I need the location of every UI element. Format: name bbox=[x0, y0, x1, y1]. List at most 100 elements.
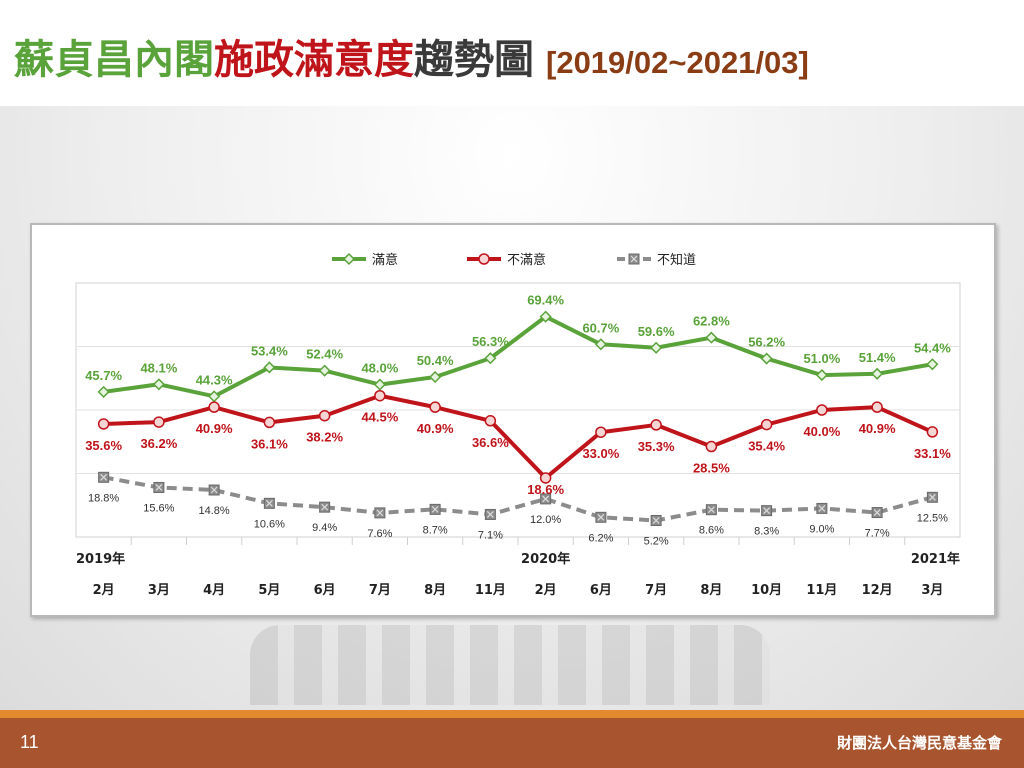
point-s3-12-x2 bbox=[707, 506, 715, 514]
data-label-s1-7: 50.4% bbox=[417, 353, 454, 368]
data-label-s3-15: 7.7% bbox=[865, 528, 890, 540]
point-s3-5-x2 bbox=[321, 503, 329, 511]
data-label-s1-4: 53.4% bbox=[251, 343, 288, 358]
title-cabinet: 蘇貞昌內閣 bbox=[14, 37, 214, 83]
data-label-s3-7: 8.7% bbox=[423, 524, 448, 536]
data-label-s2-2: 36.2% bbox=[140, 436, 177, 451]
legend-label-1: 滿意 bbox=[372, 252, 398, 268]
year-label-2019年: 2019年 bbox=[76, 551, 125, 567]
point-s2-2 bbox=[153, 416, 165, 428]
point-s3-14-x2 bbox=[818, 505, 826, 512]
x-tick-label-11: 7月 bbox=[645, 583, 667, 598]
point-s1-4 bbox=[263, 361, 276, 374]
legend-label-2: 不滿意 bbox=[507, 252, 546, 268]
point-s2-10 bbox=[595, 426, 607, 438]
data-label-s3-13: 8.3% bbox=[754, 526, 779, 538]
point-s3-15-x2 bbox=[873, 509, 881, 516]
point-s2-11 bbox=[650, 419, 662, 431]
data-label-s2-6: 44.5% bbox=[361, 410, 398, 425]
data-label-s2-9: 18.6% bbox=[527, 482, 564, 497]
x-tick-label-4: 5月 bbox=[258, 583, 280, 598]
series-line-1 bbox=[103, 314, 933, 399]
slide-title: 蘇貞昌內閣施政滿意度趨勢圖 [2019/02~2021/03] bbox=[14, 30, 809, 90]
point-s1-8 bbox=[484, 352, 497, 365]
data-label-s3-16: 12.5% bbox=[917, 512, 948, 524]
data-label-s2-13: 35.4% bbox=[748, 439, 785, 454]
data-label-s2-16: 33.1% bbox=[914, 446, 951, 461]
year-label-2021年: 2021年 bbox=[911, 551, 960, 567]
point-s2-6 bbox=[374, 389, 386, 402]
point-s1-14 bbox=[815, 369, 828, 382]
data-label-s1-13: 56.2% bbox=[748, 335, 785, 350]
point-s2-9 bbox=[539, 472, 552, 484]
point-s2-13 bbox=[760, 418, 773, 431]
data-label-s1-12: 62.8% bbox=[693, 314, 730, 329]
data-label-s3-11: 5.2% bbox=[644, 535, 669, 547]
page-number: 11 bbox=[20, 732, 39, 752]
point-s3-10-x2 bbox=[597, 513, 605, 521]
x-tick-label-8: 11月 bbox=[475, 583, 506, 598]
point-s2-7 bbox=[429, 401, 441, 413]
point-s1-15 bbox=[871, 367, 884, 380]
point-s1-11 bbox=[650, 341, 663, 354]
title-satisfaction: 施政滿意度 bbox=[214, 37, 414, 83]
x-tick-label-13: 10月 bbox=[751, 583, 782, 598]
footer-bar: 11 財團法人台灣民意基金會 bbox=[0, 718, 1024, 768]
data-label-s3-3: 14.8% bbox=[199, 505, 230, 517]
x-tick-label-14: 11月 bbox=[806, 583, 837, 598]
point-s1-5 bbox=[318, 364, 331, 377]
data-label-s1-15: 51.4% bbox=[859, 350, 896, 365]
x-tick-label-5: 6月 bbox=[314, 583, 336, 598]
legend-marker-2 bbox=[478, 253, 490, 265]
x-tick-label-6: 7月 bbox=[369, 583, 391, 598]
data-label-s2-7: 40.9% bbox=[417, 421, 454, 436]
point-s3-16-x2 bbox=[928, 493, 936, 501]
data-label-s3-1: 18.8% bbox=[88, 492, 119, 504]
x-tick-label-16: 3月 bbox=[921, 583, 943, 598]
data-label-s1-14: 51.0% bbox=[803, 351, 840, 366]
footer-stripe bbox=[0, 710, 1024, 718]
title-date-range: [2019/02~2021/03] bbox=[546, 45, 809, 80]
data-label-s3-5: 9.4% bbox=[312, 522, 337, 534]
series-line-3 bbox=[103, 475, 933, 523]
data-label-s3-4: 10.6% bbox=[254, 518, 285, 530]
x-tick-label-7: 8月 bbox=[424, 583, 446, 598]
data-label-s3-12: 8.6% bbox=[699, 525, 724, 537]
point-s2-14 bbox=[816, 404, 828, 416]
data-label-s2-8: 36.6% bbox=[472, 435, 509, 450]
x-tick-label-9: 2月 bbox=[535, 583, 557, 598]
x-tick-label-3: 4月 bbox=[203, 583, 225, 598]
data-label-s1-3: 44.3% bbox=[196, 372, 233, 387]
x-tick-label-12: 8月 bbox=[700, 583, 722, 598]
data-label-s3-14: 9.0% bbox=[809, 523, 834, 535]
point-s2-16 bbox=[926, 426, 939, 438]
point-s3-7-x2 bbox=[431, 505, 439, 513]
data-label-s3-8: 7.1% bbox=[478, 529, 503, 541]
point-s2-15 bbox=[871, 401, 883, 413]
point-s3-11-x2 bbox=[652, 517, 660, 524]
point-s1-10 bbox=[594, 338, 607, 351]
point-s3-1-x2 bbox=[100, 473, 108, 481]
series-line-2 bbox=[103, 393, 934, 480]
legend-marker-3-x2 bbox=[630, 255, 638, 263]
point-s3-6-x2 bbox=[376, 509, 384, 517]
data-label-s1-16: 54.4% bbox=[914, 340, 951, 355]
point-s1-16 bbox=[926, 358, 939, 371]
x-tick-label-10: 6月 bbox=[590, 583, 612, 598]
data-label-s3-2: 15.6% bbox=[143, 502, 174, 514]
point-s3-4-x2 bbox=[265, 499, 273, 507]
point-s3-8-x2 bbox=[486, 511, 494, 518]
point-s2-8 bbox=[484, 415, 497, 427]
point-s2-12 bbox=[705, 440, 718, 453]
point-s1-13 bbox=[760, 352, 773, 365]
point-s3-2-x2 bbox=[155, 484, 163, 491]
data-label-s1-8: 56.3% bbox=[472, 334, 509, 349]
x-tick-label-2: 3月 bbox=[148, 583, 170, 598]
data-label-s2-1: 35.6% bbox=[85, 438, 122, 453]
chart-panel: 滿意 不滿意 不知道 45.7% 48.1% 44.3% 53.4% 52.4% 48.0% 50… bbox=[30, 223, 996, 617]
point-s1-3 bbox=[208, 390, 221, 403]
point-s3-13-x2 bbox=[763, 507, 771, 515]
point-s1-6 bbox=[373, 378, 386, 391]
legend-label-3: 不知道 bbox=[657, 252, 696, 268]
point-s1-12 bbox=[705, 331, 718, 344]
